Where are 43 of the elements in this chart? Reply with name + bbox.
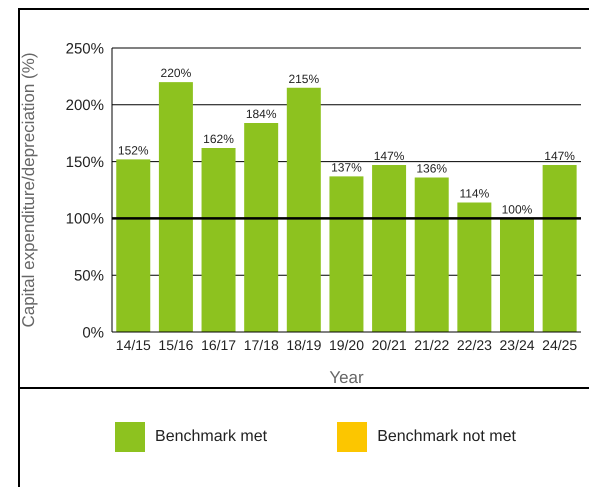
data-label: 147% — [544, 149, 576, 164]
data-label: 114% — [459, 186, 490, 200]
x-tick-label: 24/25 — [542, 336, 578, 353]
y-tick-label: 100% — [66, 210, 104, 228]
y-tick-label: 200% — [66, 97, 104, 114]
bar — [500, 218, 534, 332]
data-label: 215% — [288, 72, 320, 86]
y-tick-label: 150% — [66, 154, 104, 171]
bar — [202, 148, 236, 332]
legend-label: Benchmark met — [155, 428, 268, 446]
bar — [372, 165, 406, 332]
data-label: 147% — [374, 149, 405, 164]
data-label: 152% — [118, 143, 149, 158]
bar — [244, 122, 278, 332]
bar — [542, 165, 577, 332]
bar — [329, 176, 364, 332]
x-tick-label: 15/16 — [158, 336, 194, 353]
y-tick-label: 0% — [82, 324, 104, 342]
x-tick-label: 20/21 — [372, 336, 407, 353]
data-label: 220% — [160, 66, 192, 80]
x-axis-title: Year — [329, 368, 364, 387]
y-tick-label: 50% — [74, 268, 104, 285]
bar — [414, 178, 449, 332]
x-tick-label: 17/18 — [244, 336, 279, 353]
data-label: 136% — [416, 162, 448, 176]
x-tick-label: 19/20 — [328, 336, 364, 353]
data-label: 100% — [502, 202, 533, 216]
bar — [457, 202, 492, 332]
x-tick-label: 23/24 — [500, 336, 535, 353]
y-tick-label: 250% — [66, 40, 104, 58]
data-label: 184% — [246, 106, 277, 121]
bar — [116, 159, 150, 332]
bar — [286, 88, 321, 332]
x-tick-label: 21/22 — [414, 336, 450, 353]
data-label: 162% — [203, 132, 234, 146]
x-tick-label: 22/23 — [456, 336, 492, 353]
x-tick-label: 16/17 — [201, 336, 236, 353]
data-label: 137% — [331, 160, 362, 174]
x-tick-label: 14/15 — [116, 336, 152, 353]
y-axis-title: Capital expenditure/depreciation (%) — [19, 52, 38, 328]
legend-label: Benchmark not met — [377, 428, 516, 446]
bar — [158, 82, 193, 332]
x-tick-label: 18/19 — [286, 336, 322, 353]
